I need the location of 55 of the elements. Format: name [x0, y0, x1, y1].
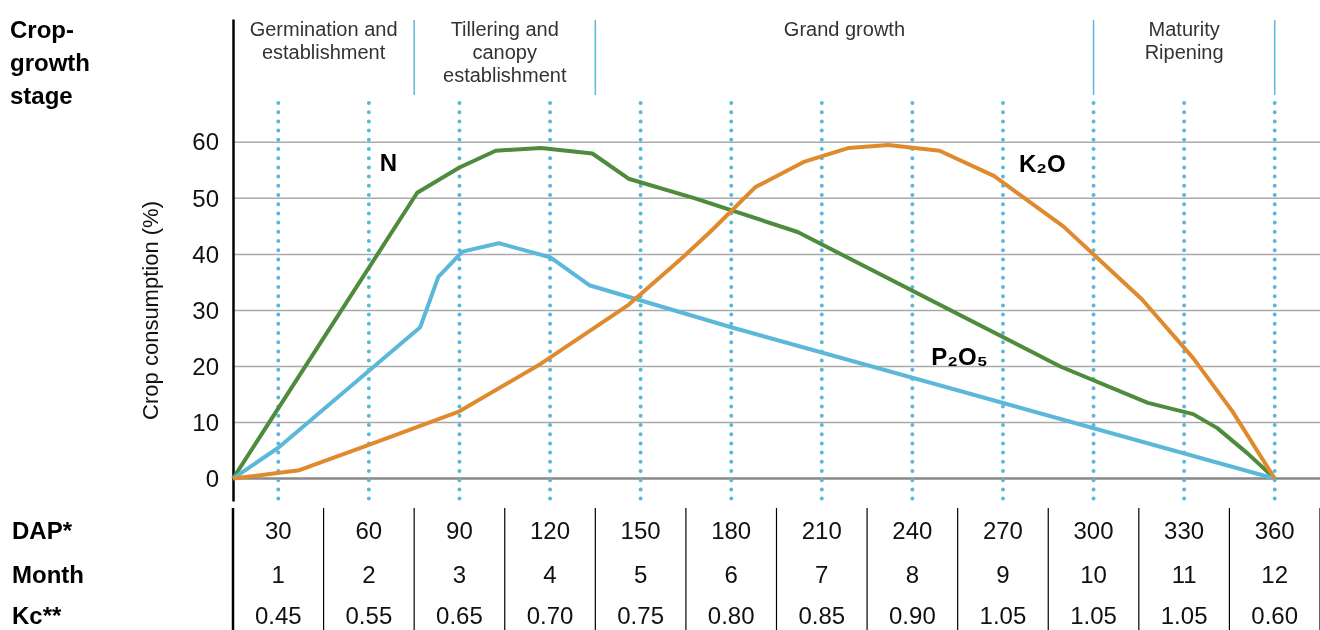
x-tick-label: 120 — [530, 517, 571, 544]
x-tick-label: 60 — [355, 517, 383, 544]
series-label: N — [379, 148, 398, 176]
text: 9 — [996, 561, 1010, 588]
y-tick-label: 30 — [192, 296, 219, 324]
text: 0.70 — [526, 602, 574, 629]
text: 0.45 — [254, 602, 302, 629]
text: Kc** — [12, 602, 63, 629]
text: 11 — [1171, 561, 1197, 588]
text: 1.05 — [979, 602, 1027, 629]
y-tick-label: 50 — [192, 184, 219, 212]
text: Month — [12, 561, 84, 588]
annotation: Tillering and canopy establishment — [443, 18, 567, 86]
x-tick-label: 360 — [1254, 517, 1295, 544]
text: 0.80 — [707, 602, 755, 629]
x-tick-label: 330 — [1164, 517, 1205, 544]
text: 0.85 — [798, 602, 846, 629]
x-tick-label: 30 — [264, 517, 292, 544]
y-tick-label: 10 — [192, 408, 219, 436]
x-tick-label: 240 — [892, 517, 933, 544]
text: 0.55 — [345, 602, 393, 629]
x-tick-label: 180 — [711, 517, 752, 544]
text: 4 — [543, 561, 557, 588]
annotation: Maturity Ripening — [1144, 18, 1224, 63]
text: 0.75 — [617, 602, 664, 629]
text: 1 — [271, 561, 285, 588]
text: 8 — [905, 561, 920, 588]
y-axis-title: Crop consumption (%) — [138, 201, 163, 420]
x-tick-label: 270 — [982, 517, 1023, 544]
y-tick-label: 60 — [192, 128, 219, 156]
annotation: Germination and establishment — [249, 18, 398, 63]
text: 2 — [362, 561, 376, 588]
text: 12 — [1261, 561, 1289, 588]
text: 5 — [633, 561, 648, 588]
x-tick-label: 90 — [446, 517, 473, 544]
y-tick-label: 0 — [205, 464, 219, 492]
series-label: P₂O₅ — [931, 342, 988, 370]
text: 3 — [452, 561, 467, 588]
text: 1.05 — [1160, 602, 1208, 629]
text: DAP* — [12, 517, 73, 544]
text: 10 — [1080, 561, 1107, 588]
x-tick-label: 150 — [620, 517, 661, 544]
series-label: K₂O — [1018, 149, 1066, 177]
text: 7 — [815, 561, 829, 588]
text: 6 — [724, 561, 738, 588]
text: 0.60 — [1251, 602, 1299, 629]
text: 0.90 — [889, 602, 936, 629]
annotation: Grand growth — [783, 18, 906, 40]
y-tick-label: 40 — [192, 240, 219, 268]
y-tick-label: 20 — [192, 352, 219, 380]
text: Crop-growth stage — [10, 16, 90, 109]
text: 0.65 — [436, 602, 483, 629]
x-tick-label: 210 — [801, 517, 842, 544]
x-tick-label: 300 — [1073, 517, 1114, 544]
text: 1.05 — [1070, 602, 1117, 629]
